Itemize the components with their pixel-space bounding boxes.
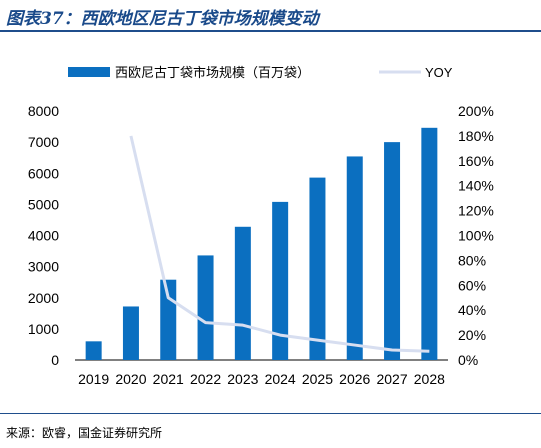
x-tick-label: 2026 — [339, 371, 370, 387]
bar — [384, 142, 401, 360]
y-right-tick-label: 100% — [458, 228, 494, 244]
x-tick-label: 2028 — [414, 371, 445, 387]
y-right-tick-label: 0% — [458, 352, 478, 368]
source-note: 来源：欧睿，国金证券研究所 — [6, 426, 163, 440]
footer-rule — [0, 413, 541, 414]
y-left-tick-label: 3000 — [28, 259, 59, 275]
y-right-tick-label: 20% — [458, 327, 486, 343]
chart-title: 图表37：西欧地区尼古丁袋市场规模变动 — [6, 9, 319, 29]
y-left-tick-label: 5000 — [28, 196, 59, 212]
legend-line-label: YOY — [425, 65, 453, 80]
x-tick-label: 2021 — [153, 371, 184, 387]
x-tick-label: 2025 — [302, 371, 333, 387]
y-left-tick-label: 4000 — [28, 228, 59, 244]
y-right-tick-label: 120% — [458, 203, 494, 219]
bar — [197, 255, 214, 360]
title-rule — [0, 30, 541, 32]
x-tick-label: 2022 — [190, 371, 221, 387]
bar — [122, 306, 139, 360]
bar — [421, 127, 438, 361]
legend-bar-label: 西欧尼古丁袋市场规模（百万袋） — [115, 65, 310, 80]
y-right-tick-label: 60% — [458, 277, 486, 293]
chart-area: 西欧尼古丁袋市场规模（百万袋） YOY 0 1000 2000 3000 4000 500… — [28, 65, 494, 387]
y-left-tick-label: 8000 — [28, 103, 59, 119]
y-right-tick-label: 140% — [458, 178, 494, 194]
x-tick-label: 2019 — [78, 371, 109, 387]
bar — [346, 156, 363, 360]
y-right-tick-label: 160% — [458, 153, 494, 169]
x-tick-label: 2027 — [376, 371, 407, 387]
bar — [234, 226, 251, 360]
y-left-tick-label: 0 — [51, 352, 59, 368]
legend-bar-swatch — [68, 67, 110, 77]
y-left-tick-label: 1000 — [28, 321, 59, 337]
y-right-tick-label: 200% — [458, 103, 494, 119]
x-tick-label: 2020 — [115, 371, 146, 387]
y-left-tick-label: 2000 — [28, 290, 59, 306]
y-right-tick-label: 40% — [458, 302, 486, 318]
bar — [272, 201, 289, 360]
legend: 西欧尼古丁袋市场规模（百万袋） YOY — [68, 65, 453, 80]
bar — [85, 341, 102, 360]
y-left-tick-label: 6000 — [28, 165, 59, 181]
x-tick-label: 2024 — [265, 371, 296, 387]
y-right-tick-label: 80% — [458, 252, 486, 268]
x-tick-label: 2023 — [227, 371, 258, 387]
y-left-tick-label: 7000 — [28, 134, 59, 150]
bar — [309, 177, 326, 360]
y-right-tick-label: 180% — [458, 128, 494, 144]
